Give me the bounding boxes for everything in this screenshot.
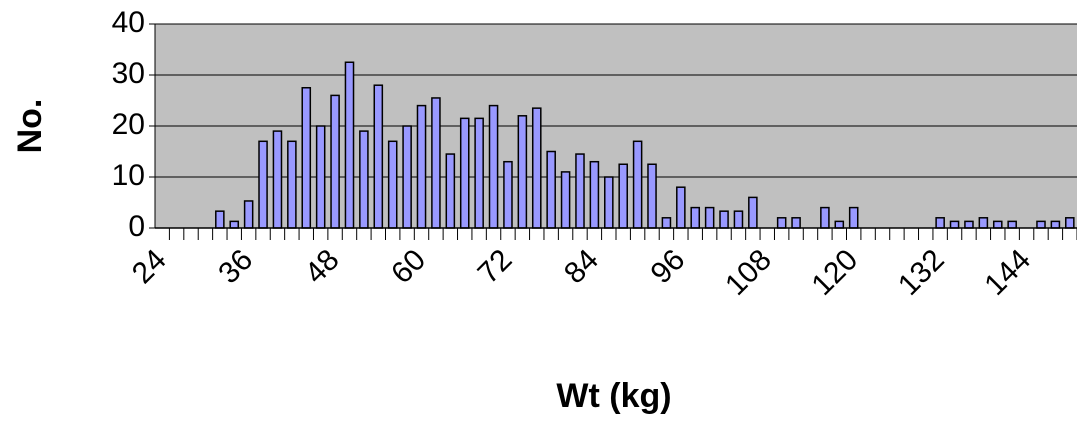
bar: [1065, 217, 1075, 229]
bar: [676, 186, 686, 229]
bar: [445, 153, 456, 229]
x-tick-label: 120: [806, 243, 865, 302]
bar: [488, 104, 499, 229]
bar: [517, 115, 528, 229]
bar: [258, 140, 268, 229]
bar: [330, 94, 340, 229]
bar: [387, 140, 398, 229]
x-tick-label: 144: [978, 243, 1037, 302]
bar: [589, 160, 600, 229]
bar: [848, 206, 859, 229]
bar: [618, 163, 628, 229]
y-tick-label: 30: [112, 57, 145, 90]
bar: [632, 140, 643, 229]
bar: [719, 210, 729, 229]
x-tick-label: 72: [472, 243, 519, 290]
bar: [531, 107, 542, 229]
bar: [431, 97, 441, 229]
y-tick-label: 20: [112, 108, 145, 141]
bar: [215, 210, 225, 229]
x-tick-label: 24: [126, 243, 173, 290]
y-tick-label: 40: [112, 6, 145, 39]
bar: [733, 210, 744, 229]
bar: [416, 104, 427, 229]
bar: [560, 171, 571, 229]
bar: [776, 217, 787, 229]
bar: [748, 196, 758, 229]
x-tick-label: 108: [719, 243, 778, 302]
bar: [402, 125, 412, 229]
bar: [1007, 220, 1017, 229]
bar: [373, 84, 384, 229]
bar: [820, 206, 830, 229]
bar: [964, 220, 974, 229]
bar: [575, 153, 585, 229]
bar: [503, 160, 513, 229]
x-tick-label: 36: [212, 243, 259, 290]
bar: [704, 206, 715, 229]
x-tick-label: 84: [558, 243, 605, 290]
x-tick-label: 96: [644, 243, 691, 290]
bar: [1050, 220, 1061, 229]
bar: [791, 217, 801, 229]
x-axis-title: Wt (kg): [556, 377, 671, 415]
x-tick-label: 48: [299, 243, 346, 290]
bar: [301, 87, 312, 229]
bar: [315, 125, 326, 229]
bar: [344, 61, 355, 229]
bar: [978, 217, 989, 229]
y-tick-label: 0: [128, 210, 145, 243]
y-tick-label: 10: [112, 159, 145, 192]
bar: [604, 176, 614, 229]
bar: [1036, 220, 1046, 229]
bar: [243, 200, 254, 229]
bar: [359, 130, 369, 229]
bar: [546, 150, 556, 229]
bar: [935, 217, 945, 229]
bar: [834, 220, 845, 229]
y-axis-title: No.: [11, 99, 49, 154]
bar: [474, 117, 484, 229]
bar: [992, 220, 1003, 229]
bar: [287, 140, 297, 229]
bar: [690, 206, 701, 229]
bar: [661, 217, 672, 229]
x-tick-label: 60: [385, 243, 432, 290]
bar: [459, 117, 470, 229]
x-tick-label: 132: [892, 243, 951, 302]
bar: [647, 163, 657, 229]
bar: [229, 220, 240, 229]
bar: [272, 130, 283, 229]
bar: [949, 220, 960, 229]
